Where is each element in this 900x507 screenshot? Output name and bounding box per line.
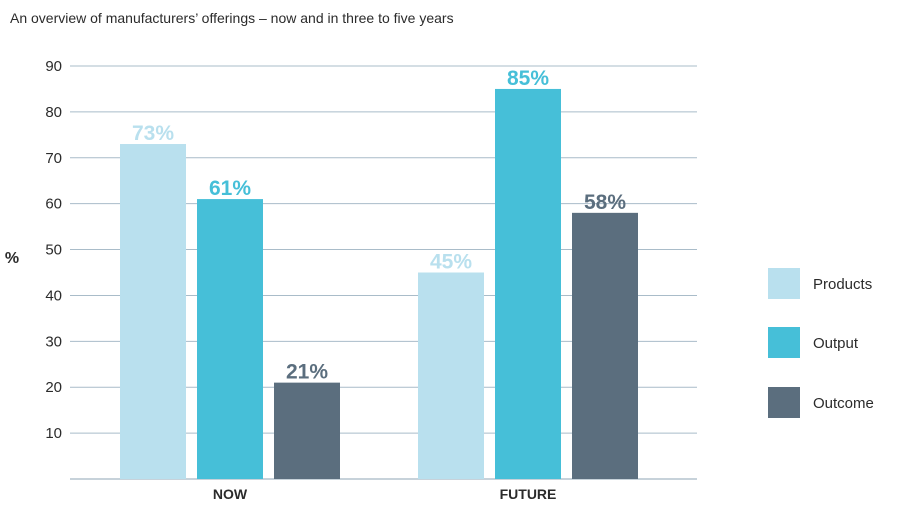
y-tick-label: 40 — [45, 287, 62, 304]
y-tick-label: 10 — [45, 425, 62, 442]
data-label: 58% — [584, 191, 626, 214]
legend: Products Output Outcome — [768, 268, 874, 418]
chart-title: An overview of manufacturers’ offerings … — [10, 10, 454, 26]
bar-output-now — [197, 199, 263, 480]
bar-products-now — [120, 144, 186, 479]
data-label: 73% — [132, 122, 174, 145]
legend-label: Products — [813, 276, 872, 293]
y-tick-label: 20 — [45, 379, 62, 396]
x-category-label: FUTURE — [500, 486, 557, 502]
legend-label: Outcome — [813, 395, 874, 412]
y-axis: 10 20 30 40 50 60 70 80 90 — [45, 58, 62, 442]
legend-item-outcome: Outcome — [768, 387, 874, 418]
x-axis: NOW FUTURE — [213, 486, 557, 502]
data-label: 45% — [430, 251, 472, 274]
legend-label: Output — [813, 335, 859, 352]
bar-output-future — [495, 88, 561, 479]
data-label: 61% — [209, 177, 251, 200]
bar-outcome-future — [572, 212, 638, 479]
y-tick-label: 80 — [45, 104, 62, 121]
data-label: 85% — [507, 67, 549, 90]
x-category-label: NOW — [213, 486, 248, 502]
y-tick-label: 50 — [45, 242, 62, 259]
y-tick-label: 60 — [45, 196, 62, 213]
y-tick-label: 70 — [45, 150, 62, 167]
y-tick-label: 30 — [45, 333, 62, 350]
y-tick-label: 90 — [45, 58, 62, 75]
bars: 73% 61% 21% 45% 85% 58% — [120, 67, 638, 480]
bar-outcome-now — [274, 382, 340, 479]
data-label: 21% — [286, 361, 328, 384]
legend-item-products: Products — [768, 268, 872, 299]
bar-products-future — [418, 272, 484, 479]
legend-swatch — [768, 327, 800, 358]
legend-item-output: Output — [768, 327, 859, 358]
y-axis-label: % — [5, 250, 19, 267]
legend-swatch — [768, 268, 800, 299]
legend-swatch — [768, 387, 800, 418]
